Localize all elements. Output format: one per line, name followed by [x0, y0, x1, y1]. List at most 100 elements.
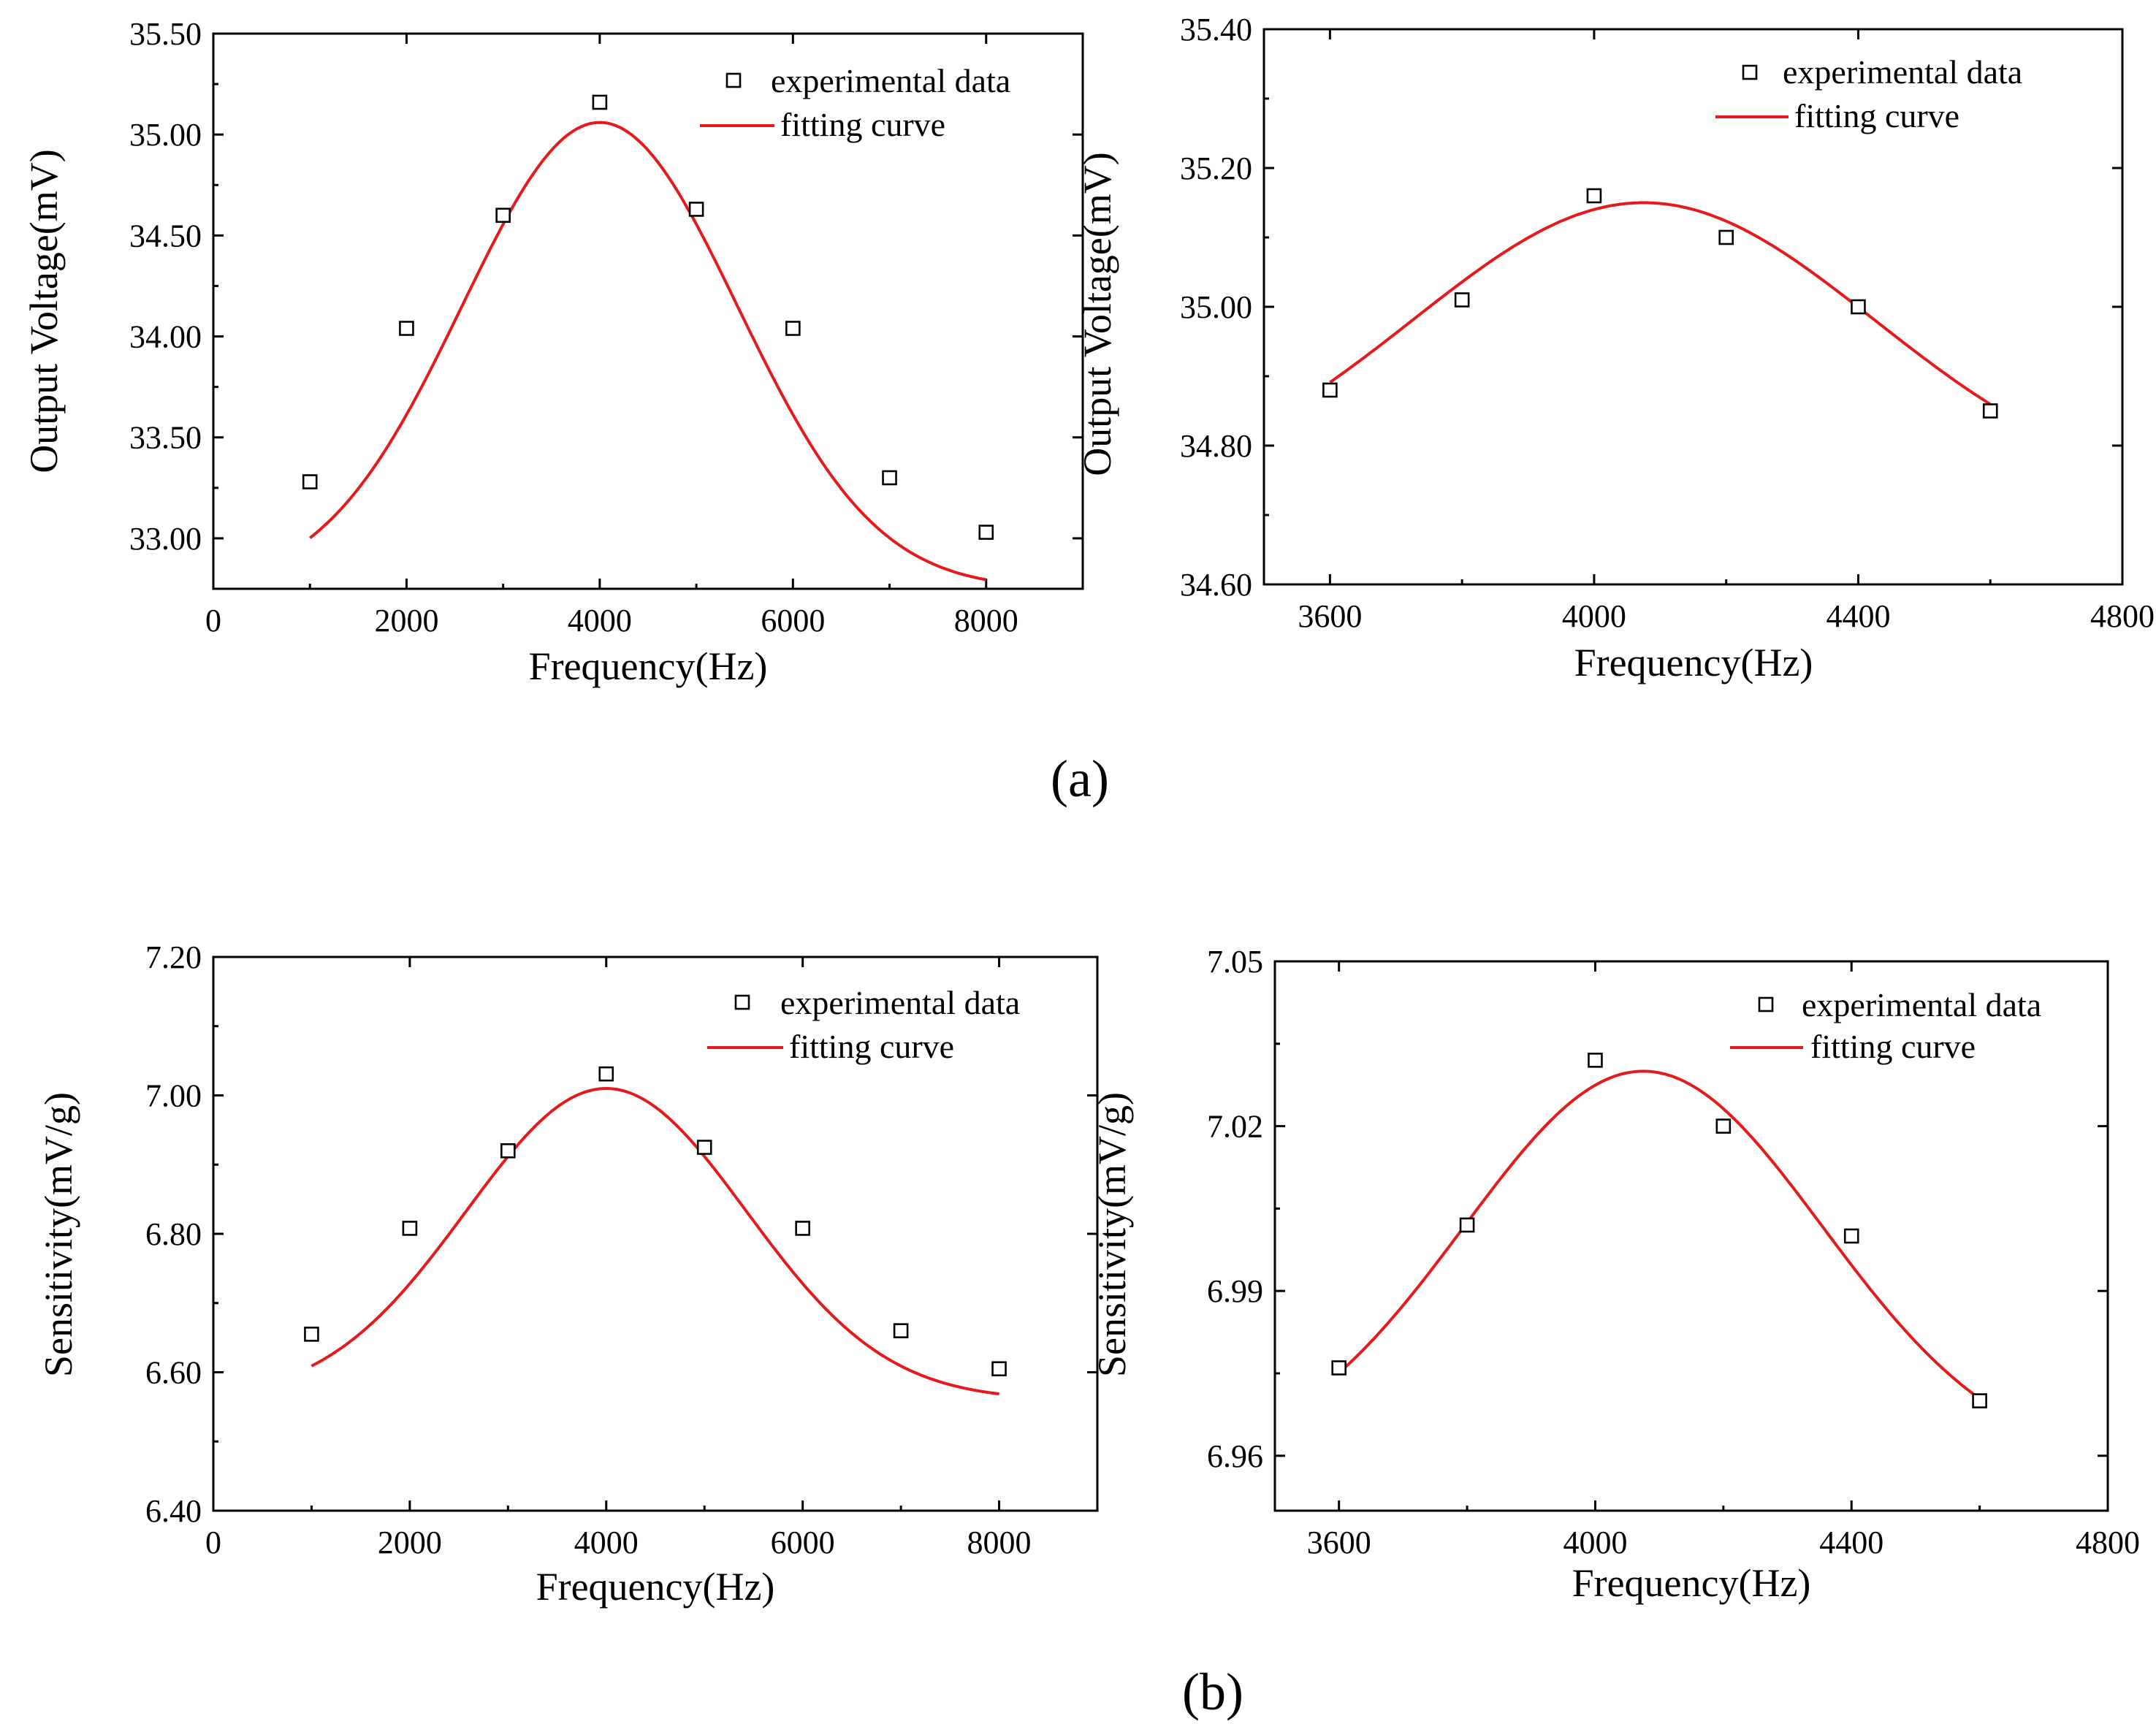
data-point [304, 1327, 319, 1342]
y-tick-label: 34.00 [129, 319, 202, 355]
data-point [785, 321, 801, 336]
legend-experimental: experimental data [780, 984, 1020, 1021]
x-tick-label: 4000 [574, 1525, 639, 1560]
caption-a: (a) [1051, 750, 1109, 808]
y-tick-label: 35.20 [1180, 150, 1252, 186]
y-tick-label: 7.02 [1207, 1109, 1263, 1145]
fitting-curve [311, 1086, 999, 1396]
y-tick-label: 6.96 [1207, 1438, 1263, 1474]
legend-fitting: fitting curve [780, 106, 945, 143]
data-point [1718, 229, 1734, 245]
y-tick-label: 35.00 [129, 117, 202, 153]
data-point [302, 474, 318, 489]
y-tick-label: 6.60 [145, 1355, 202, 1391]
tick-group: 3600 4000 4400 4800 34.60 34.80 35.00 35.20 35.4… [1180, 12, 2155, 634]
chart-a-left: 0 2000 4000 6000 8000 33.00 33.50 34.00 34.50 35.… [22, 16, 1084, 688]
x-tick-label: 4800 [2076, 1525, 2140, 1560]
tick-group: 3600 4000 4400 4800 6.96 6.99 7.02 7.05 [1207, 944, 2140, 1560]
x-axis-label: Frequency(Hz) [1572, 1561, 1811, 1605]
tick-group: 0 2000 4000 6000 8000 33.00 33.50 34.00 34.50 35.… [129, 16, 1083, 638]
x-tick-label: 4000 [568, 603, 632, 638]
fitting-curve [1338, 1069, 1981, 1400]
data-point [991, 1361, 1007, 1377]
x-axis-label: Frequency(Hz) [529, 644, 768, 688]
legend-fitting: fitting curve [1810, 1028, 1976, 1065]
legend: experimental data fitting curve [1715, 53, 2022, 134]
legend-marker-icon [734, 994, 750, 1010]
y-tick-label: 7.00 [145, 1078, 202, 1114]
x-tick-label: 8000 [954, 603, 1018, 638]
data-point [1331, 1360, 1346, 1376]
plot-frame [212, 956, 1099, 1512]
fit-group [308, 121, 987, 581]
data-point [402, 1221, 418, 1236]
x-tick-label: 0 [205, 603, 221, 638]
x-tick-label: 4400 [1819, 1525, 1883, 1560]
legend-fitting: fitting curve [1794, 97, 1959, 134]
y-axis-label: Sensitivity(mV/g) [37, 1092, 80, 1377]
x-tick-label: 4000 [1563, 1525, 1627, 1560]
y-tick-label: 33.50 [129, 420, 202, 456]
chart-b-right: 3600 4000 4400 4800 6.96 6.99 7.02 7.05 Frequen… [1090, 944, 2140, 1605]
y-tick-label: 34.60 [1180, 567, 1252, 603]
data-point [893, 1323, 909, 1338]
fit-group [311, 1086, 999, 1396]
y-tick-label: 7.20 [145, 939, 202, 975]
data-point [1982, 403, 1998, 419]
legend-fitting: fitting curve [789, 1028, 954, 1065]
data-point [1586, 188, 1602, 204]
data-point [598, 1066, 614, 1082]
y-tick-label: 35.40 [1180, 12, 1252, 47]
x-tick-label: 6000 [761, 603, 825, 638]
data-point [1454, 292, 1470, 308]
legend: experimental data fitting curve [700, 62, 1010, 143]
fit-group [1338, 1069, 1981, 1400]
x-tick-label: 8000 [967, 1525, 1032, 1560]
data-point [978, 525, 994, 540]
legend-marker-icon [1758, 996, 1774, 1012]
data-point [592, 94, 608, 110]
data-point [688, 202, 704, 217]
data-point [696, 1140, 712, 1155]
x-axis-label: Frequency(Hz) [1574, 641, 1813, 684]
x-tick-label: 2000 [374, 603, 438, 638]
caption-b: (b) [1182, 1663, 1243, 1721]
y-tick-label: 33.00 [129, 521, 202, 557]
chart-a-right: 3600 4000 4400 4800 34.60 34.80 35.00 35.20 35.4… [1075, 12, 2155, 684]
y-tick-label: 35.00 [1180, 289, 1252, 325]
legend-experimental: experimental data [1802, 986, 2041, 1023]
legend: experimental data fitting curve [1730, 986, 2041, 1065]
x-tick-label: 3600 [1298, 598, 1362, 634]
x-tick-label: 6000 [771, 1525, 835, 1560]
data-point [500, 1143, 516, 1159]
chart-b-left: 0 2000 4000 6000 8000 6.40 6.60 6.80 7.00 7.20 Fr… [37, 939, 1099, 1609]
points-group [1331, 1053, 1987, 1408]
y-tick-label: 6.40 [145, 1493, 202, 1529]
plot-frame [212, 32, 1084, 590]
legend: experimental data fitting curve [707, 984, 1020, 1065]
y-axis-label: Output Voltage(mV) [1075, 152, 1119, 476]
y-tick-label: 35.50 [129, 16, 202, 52]
data-point [882, 470, 897, 486]
data-point [399, 321, 414, 336]
tick-group: 0 2000 4000 6000 8000 6.40 6.60 6.80 7.00 7.20 [145, 939, 1097, 1560]
data-point [495, 207, 511, 224]
data-point [1322, 382, 1338, 398]
plot-frame [1273, 960, 2109, 1512]
points-group [304, 1066, 1007, 1377]
x-tick-label: 4400 [1826, 598, 1890, 634]
x-tick-label: 2000 [378, 1525, 442, 1560]
legend-experimental: experimental data [771, 62, 1010, 99]
x-tick-label: 4000 [1562, 598, 1626, 634]
y-tick-label: 7.05 [1207, 944, 1263, 980]
data-point [1851, 299, 1866, 315]
y-tick-label: 6.80 [145, 1216, 202, 1252]
y-axis-label: Sensitivity(mV/g) [1090, 1092, 1134, 1377]
points-group [1322, 188, 1998, 419]
x-tick-label: 0 [205, 1525, 221, 1560]
y-axis-label: Output Voltage(mV) [22, 149, 66, 473]
data-point [1588, 1053, 1603, 1068]
points-group [302, 94, 994, 540]
x-axis-label: Frequency(Hz) [536, 1565, 775, 1609]
